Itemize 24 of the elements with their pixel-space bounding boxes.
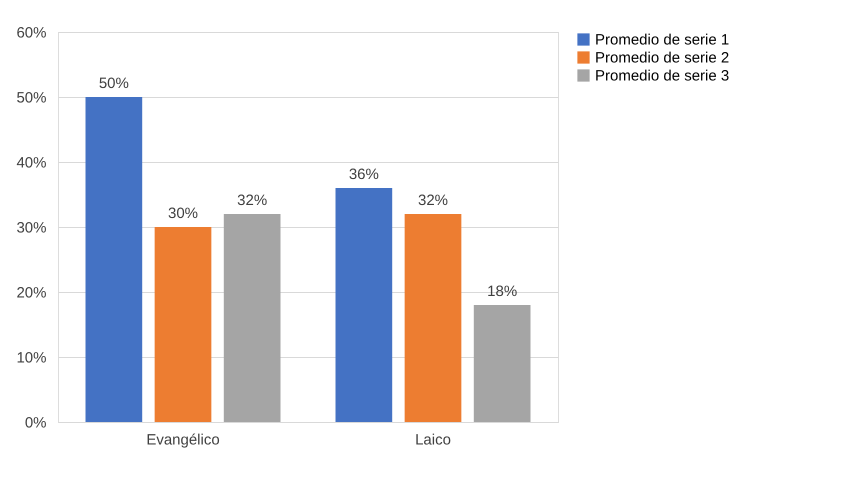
bar: [404, 214, 462, 422]
bar: [474, 305, 530, 422]
data-label: 32%: [418, 192, 448, 209]
y-tick-label: 40%: [16, 154, 46, 172]
bar: [86, 97, 142, 422]
y-tick-label: 30%: [16, 220, 46, 236]
x-tick-label: Evangélico: [146, 432, 220, 448]
y-tick-label: 10%: [16, 350, 46, 366]
legend-label: Promedio de serie 2: [595, 50, 730, 66]
data-label: 32%: [237, 192, 268, 209]
y-tick-label: 60%: [16, 24, 46, 42]
legend-label: Promedio de serie 3: [595, 68, 730, 84]
y-tick-label: 20%: [16, 284, 46, 302]
data-label: 36%: [348, 166, 379, 183]
data-label: 18%: [487, 283, 518, 300]
data-label: 30%: [168, 205, 198, 222]
bar: [154, 227, 212, 422]
y-tick-label: 50%: [16, 90, 46, 106]
legend-label: Promedio de serie 1: [595, 32, 730, 48]
x-tick-label: Laico: [415, 432, 451, 448]
data-label: 50%: [98, 75, 129, 92]
bar: [336, 188, 392, 422]
bar: [224, 214, 280, 422]
y-tick-label: 0%: [24, 414, 46, 432]
